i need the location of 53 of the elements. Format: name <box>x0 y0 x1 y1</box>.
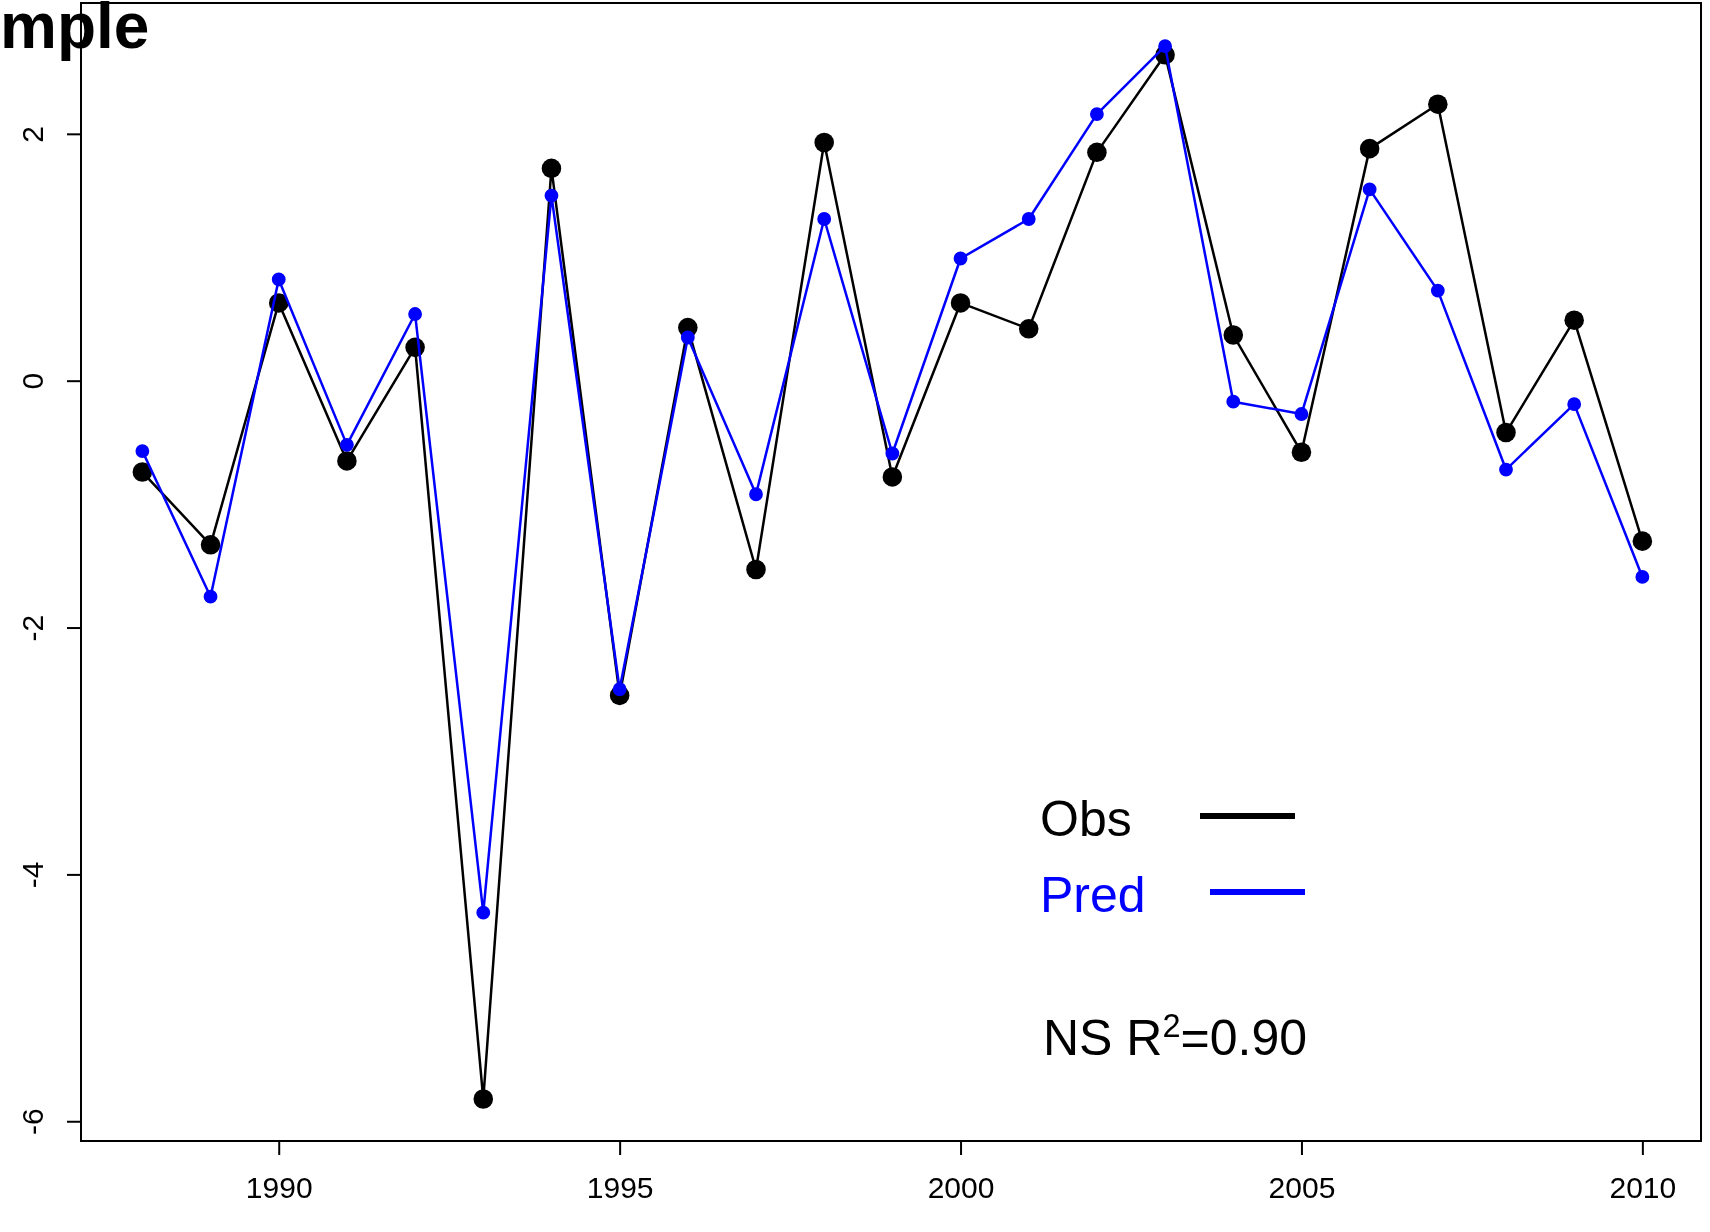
point <box>749 487 763 502</box>
point <box>1018 319 1039 339</box>
point <box>1564 310 1584 330</box>
point <box>337 451 357 471</box>
x-tick-label: 2000 <box>927 1171 995 1205</box>
point <box>135 444 150 458</box>
point <box>1090 107 1104 121</box>
point <box>885 446 900 461</box>
point <box>1567 397 1582 412</box>
point <box>544 188 559 203</box>
point <box>476 905 491 920</box>
x-tick-label: 2005 <box>1268 1171 1336 1205</box>
point <box>1223 325 1244 345</box>
y-tick-label: 0 <box>16 372 49 390</box>
y-tick-label: 2 <box>16 125 49 143</box>
point <box>746 559 766 580</box>
x-tick-label: 2010 <box>1609 1171 1677 1205</box>
point <box>1635 570 1650 584</box>
point <box>271 272 286 287</box>
point <box>1632 531 1653 551</box>
point <box>1226 394 1241 409</box>
point <box>817 212 832 226</box>
point <box>814 132 834 153</box>
point <box>1021 212 1036 226</box>
point <box>541 158 562 179</box>
point <box>203 589 218 604</box>
point <box>1499 462 1513 477</box>
point <box>680 330 695 345</box>
y-tick-label: -4 <box>16 861 49 889</box>
point <box>1291 442 1312 463</box>
point <box>1362 182 1377 197</box>
point <box>1158 39 1172 54</box>
point <box>1294 407 1309 421</box>
x-tick-label: 1995 <box>586 1171 654 1205</box>
point <box>1496 422 1516 443</box>
point <box>1430 283 1445 298</box>
point <box>882 467 903 487</box>
legend-label: Pred <box>1040 867 1146 923</box>
point <box>1359 138 1380 159</box>
point <box>1428 94 1448 114</box>
point <box>950 293 971 313</box>
annotation: NS R$^{2}$=0.90 <box>1043 1008 1308 1066</box>
point <box>408 307 422 321</box>
point <box>1087 142 1107 163</box>
point <box>340 437 354 452</box>
legend-label: Obs <box>1040 791 1132 847</box>
point <box>200 535 221 555</box>
point <box>473 1089 494 1109</box>
point <box>132 462 153 482</box>
x-tick-label: 1990 <box>245 1171 313 1205</box>
point <box>953 251 968 266</box>
y-tick-label: -6 <box>16 1108 49 1136</box>
y-tick-label: -2 <box>16 614 49 642</box>
